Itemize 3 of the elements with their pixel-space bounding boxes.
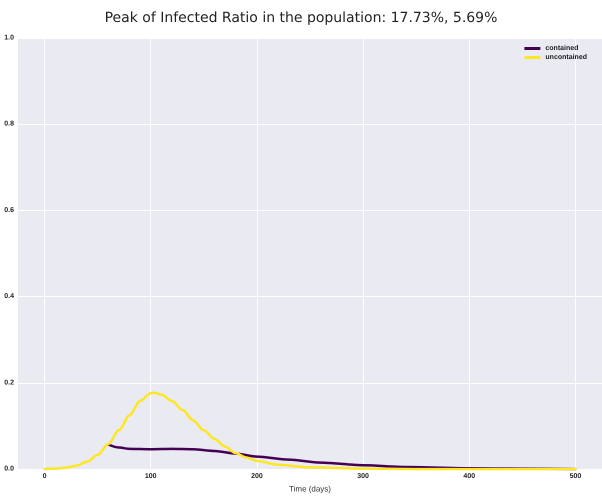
line-series: [43, 392, 577, 470]
chart-title: Peak of Infected Ratio in the population: 17.73%, 5.69%: [104, 10, 498, 26]
x-axis-title: Time (days): [289, 484, 332, 494]
